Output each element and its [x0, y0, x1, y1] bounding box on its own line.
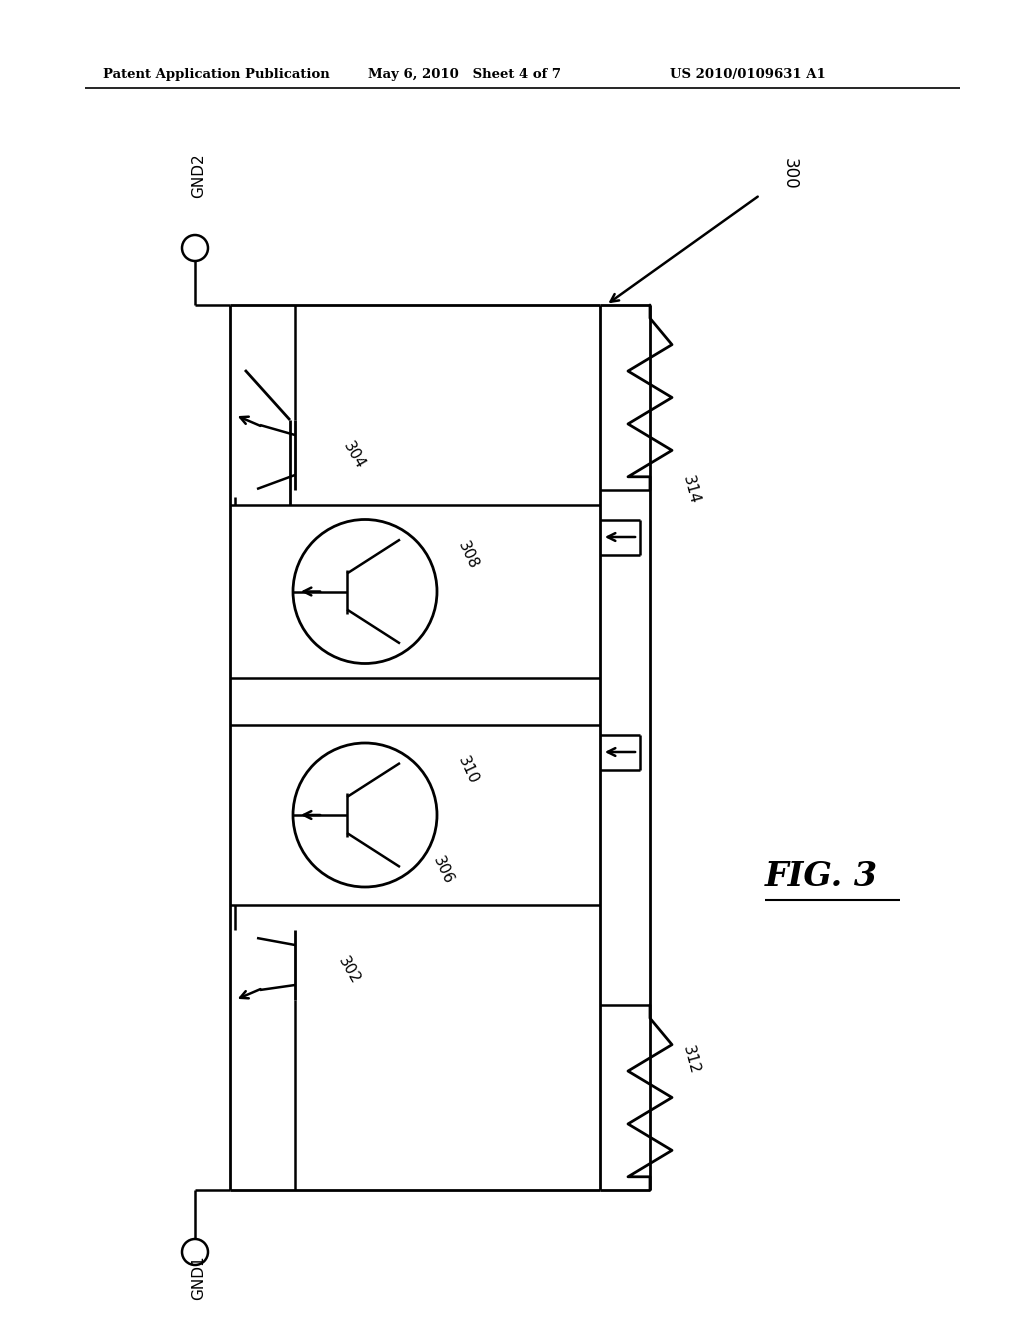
Text: 302: 302 [335, 953, 362, 986]
Text: 304: 304 [340, 438, 368, 471]
Text: FIG. 3: FIG. 3 [765, 861, 879, 894]
Text: 306: 306 [430, 854, 456, 886]
Text: 312: 312 [680, 1044, 702, 1076]
Text: 300: 300 [781, 158, 799, 190]
Text: GND2: GND2 [191, 153, 207, 198]
Text: GND1: GND1 [191, 1255, 207, 1300]
Text: May 6, 2010   Sheet 4 of 7: May 6, 2010 Sheet 4 of 7 [368, 69, 561, 81]
Text: US 2010/0109631 A1: US 2010/0109631 A1 [670, 69, 825, 81]
Text: 314: 314 [680, 474, 702, 506]
Text: 308: 308 [455, 539, 481, 572]
Text: 310: 310 [455, 754, 481, 787]
Text: Patent Application Publication: Patent Application Publication [103, 69, 330, 81]
